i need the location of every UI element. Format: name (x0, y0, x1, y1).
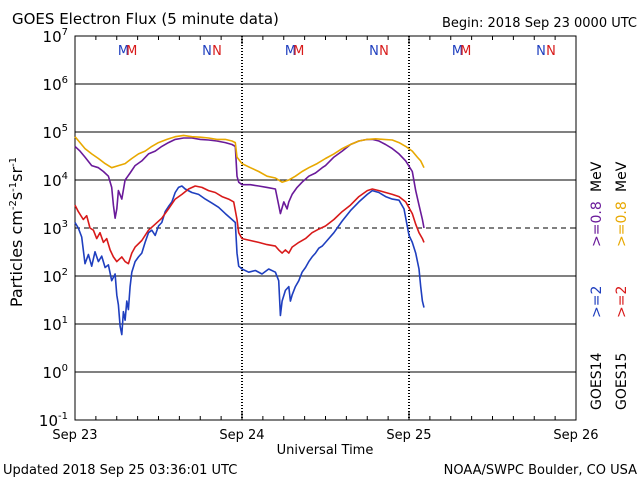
noon-marker: N (536, 44, 546, 59)
y-tick-label: 105 (43, 123, 68, 142)
noon-marker: M (126, 44, 137, 59)
ylabel-sup3: -1 (8, 157, 19, 167)
x-tick-label: Sep 26 (553, 428, 598, 443)
x-axis-label: Universal Time (277, 443, 374, 458)
x-tick-label: Sep 25 (386, 428, 431, 443)
legend-goes14-08mev: >=0.8 (589, 201, 605, 247)
noon-marker: N (202, 44, 212, 59)
series-line-goes15-2-mev (74, 185, 425, 265)
noon-marker: N (369, 44, 379, 59)
legend-goes14-label: GOES14 (589, 352, 605, 410)
y-tick-label: 107 (43, 27, 68, 46)
noon-marker: N (546, 44, 556, 59)
y-tick-label: 104 (43, 171, 68, 190)
ylabel-mid2: sr (7, 167, 26, 182)
series-line-goes14-2-mev (74, 185, 425, 336)
day-separators (241, 36, 410, 420)
y-tick-label: 106 (43, 75, 68, 94)
legend-goes14-2mev: >=2 (589, 286, 605, 318)
legend-goes15-2mev: >=2 (614, 286, 630, 318)
noon-marker: N (379, 44, 389, 59)
ylabel-sup1: -2 (8, 200, 19, 210)
noon-marker: M (293, 44, 304, 59)
x-tick-labels: Sep 23 Sep 24 Sep 25 Sep 26 (52, 36, 599, 443)
y-axis-label: Particles cm-2s-1sr-1 (7, 157, 26, 307)
x-tick-label: Sep 23 (52, 428, 97, 443)
y-tick-label: 10-1 (39, 411, 68, 430)
y-tick-label: 102 (43, 267, 68, 286)
series-line-goes15-0-8-mev (74, 134, 425, 183)
series-line-goes14-0-8-mev (74, 137, 425, 229)
noon-marker: M (460, 44, 471, 59)
y-tick-label: 100 (43, 363, 68, 382)
y-tick-label: 101 (43, 315, 68, 334)
chart-title: GOES Electron Flux (5 minute data) (12, 10, 279, 28)
updated-time: Updated 2018 Sep 25 03:36:01 UTC (3, 463, 237, 478)
credit: NOAA/SWPC Boulder, CO USA (444, 463, 637, 478)
legend-mev-15: MeV (614, 161, 630, 192)
ylabel-sup2: -1 (8, 182, 19, 192)
y-tick-label: 103 (43, 219, 68, 238)
legend-goes15-08mev: >=0.8 (614, 201, 630, 247)
ylabel-base: Particles cm (7, 210, 26, 307)
y-tick-labels: 107 106 105 104 103 102 101 100 10-1 (39, 27, 576, 430)
legend-goes15-label: GOES15 (614, 353, 630, 410)
noon-marker: M (118, 44, 129, 59)
begin-time: Begin: 2018 Sep 23 0000 UTC (442, 16, 637, 31)
noon-marker: M (452, 44, 463, 59)
noon-marker: N (212, 44, 222, 59)
noon-markers: MM N N MM N N MM N N (118, 44, 556, 59)
noon-marker: M (285, 44, 296, 59)
legend-mev-14: MeV (589, 161, 605, 192)
ylabel-mid1: s (7, 192, 26, 200)
right-legend: GOES14 GOES15 >=2 >=2 >=0.8 >=0.8 MeV Me… (589, 161, 630, 410)
x-tick-label: Sep 24 (219, 428, 264, 443)
series-layer (74, 134, 425, 336)
